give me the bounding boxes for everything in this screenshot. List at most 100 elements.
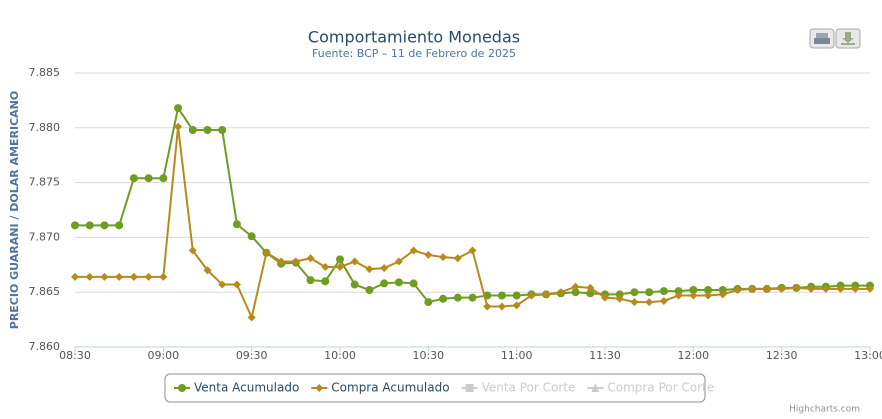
- marker: [218, 125, 227, 134]
- marker: [394, 257, 403, 266]
- marker: [762, 284, 771, 293]
- x-tick-label: 12:30: [766, 349, 798, 362]
- marker: [306, 276, 315, 285]
- marker: [365, 265, 374, 274]
- marker: [586, 283, 595, 292]
- marker: [689, 286, 698, 295]
- x-tick-label: 10:00: [324, 349, 356, 362]
- marker: [659, 296, 668, 305]
- x-tick-label: 09:30: [236, 349, 268, 362]
- line: [75, 105, 870, 304]
- series: [71, 122, 874, 322]
- legend-label: Compra Por Corte: [607, 381, 714, 395]
- marker: [748, 284, 757, 293]
- y-axis-title: PRECIO GUARANI / DOLAR AMERICANO: [8, 91, 21, 329]
- marker: [380, 264, 389, 273]
- x-tick-label: 08:30: [59, 349, 91, 362]
- marker: [247, 313, 256, 322]
- marker: [453, 293, 462, 302]
- marker: [159, 272, 168, 281]
- chart-subtitle: Fuente: BCP – 11 de Febrero de 2025: [312, 47, 516, 60]
- x-tick-label: 11:00: [501, 349, 533, 362]
- marker: [144, 174, 153, 183]
- marker: [409, 246, 418, 255]
- series: [71, 104, 874, 307]
- marker: [645, 298, 654, 307]
- marker: [144, 272, 153, 281]
- y-tick-label: 7.865: [29, 285, 61, 298]
- marker: [512, 301, 521, 310]
- x-tick-label: 12:00: [677, 349, 709, 362]
- credits[interactable]: Highcharts.com: [789, 405, 860, 415]
- y-tick-label: 7.880: [29, 121, 61, 134]
- marker: [704, 291, 713, 300]
- marker: [291, 257, 300, 266]
- marker: [380, 279, 389, 288]
- y-tick-label: 7.860: [29, 340, 61, 353]
- legend-marker: [178, 384, 186, 392]
- marker: [409, 279, 418, 288]
- marker: [100, 221, 109, 230]
- marker: [542, 290, 551, 299]
- legend-marker: [591, 383, 600, 392]
- legend-item[interactable]: Venta Acumulado: [174, 381, 299, 395]
- legend-box: [164, 373, 706, 403]
- marker: [321, 277, 330, 286]
- marker: [129, 174, 138, 183]
- marker: [807, 284, 816, 293]
- marker: [439, 253, 448, 262]
- x-tick-label: 13:00: [854, 349, 882, 362]
- marker: [277, 257, 286, 266]
- marker: [336, 262, 344, 271]
- marker: [512, 291, 521, 300]
- marker: [674, 287, 683, 296]
- x-tick-label: 09:00: [147, 349, 179, 362]
- marker: [174, 104, 183, 113]
- marker: [851, 284, 860, 293]
- marker: [85, 272, 94, 281]
- legend-label: Venta Por Corte: [482, 381, 576, 395]
- marker: [129, 272, 138, 281]
- marker: [468, 293, 477, 302]
- marker: [704, 286, 713, 295]
- marker: [453, 254, 462, 263]
- marker: [71, 272, 79, 281]
- marker: [247, 232, 256, 241]
- marker: [85, 221, 94, 230]
- marker: [218, 280, 227, 289]
- legend-item[interactable]: Compra Acumulado: [311, 381, 450, 395]
- marker: [674, 291, 683, 300]
- marker: [615, 294, 624, 303]
- marker: [203, 125, 212, 134]
- marker: [203, 266, 212, 275]
- marker: [821, 284, 830, 293]
- marker: [232, 220, 241, 229]
- export-button[interactable]: [835, 28, 861, 49]
- marker: [336, 255, 344, 264]
- marker: [718, 286, 727, 295]
- legend-item[interactable]: Compra Por Corte: [587, 381, 714, 395]
- marker: [321, 262, 330, 271]
- marker: [232, 280, 241, 289]
- marker: [115, 221, 124, 230]
- x-tick-label: 11:30: [589, 349, 621, 362]
- marker: [394, 278, 403, 287]
- marker: [777, 284, 786, 293]
- marker: [556, 288, 565, 297]
- marker: [571, 288, 580, 297]
- marker: [630, 288, 639, 297]
- legend-label: Compra Acumulado: [331, 381, 449, 395]
- marker: [350, 257, 359, 266]
- marker: [483, 302, 492, 311]
- marker: [497, 302, 506, 311]
- chart-title: Comportamiento Monedas: [308, 28, 520, 47]
- marker: [586, 289, 595, 298]
- marker: [262, 248, 271, 257]
- marker: [100, 272, 109, 281]
- marker: [174, 122, 183, 131]
- marker: [188, 125, 197, 134]
- x-tick-label: 10:30: [412, 349, 444, 362]
- legend-item[interactable]: Venta Por Corte: [461, 381, 576, 395]
- print-button[interactable]: [809, 28, 835, 49]
